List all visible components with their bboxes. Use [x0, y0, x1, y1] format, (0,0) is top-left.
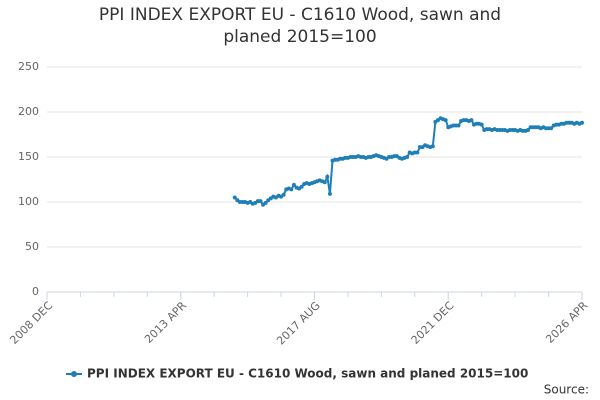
data-point: [469, 118, 474, 123]
x-tick-label: 2026 APR: [543, 299, 590, 346]
y-tick-label: 0: [32, 285, 39, 298]
data-point: [415, 150, 420, 155]
data-point: [327, 191, 332, 196]
data-point: [291, 182, 296, 187]
data-point: [525, 128, 530, 132]
data-point: [479, 122, 484, 127]
data-point: [232, 195, 237, 200]
y-tick-label: 200: [18, 105, 39, 118]
data-point: [322, 180, 327, 185]
data-point: [405, 155, 410, 159]
data-point: [258, 199, 263, 204]
legend-marker: [71, 371, 77, 377]
data-point: [580, 120, 584, 125]
legend-label: PPI INDEX EXPORT EU - C1610 Wood, sawn a…: [87, 367, 528, 381]
x-tick-label: 2021 DEC: [409, 299, 457, 347]
y-tick-label: 50: [25, 240, 39, 253]
data-point: [299, 184, 304, 189]
x-tick-label: 2013 APR: [142, 299, 189, 346]
x-tick-label: 2017 AUG: [274, 299, 323, 348]
data-point: [281, 192, 286, 197]
data-point: [549, 126, 554, 131]
y-tick-label: 250: [18, 60, 39, 73]
y-tick-label: 150: [18, 150, 39, 163]
data-point: [263, 200, 268, 205]
data-point: [443, 118, 448, 123]
x-tick-label: 2008 DEC: [7, 299, 55, 347]
source: Source:: [544, 383, 589, 397]
data-point: [456, 123, 461, 128]
y-tick-label: 100: [18, 195, 39, 208]
data-point: [289, 187, 294, 192]
data-point: [325, 174, 330, 179]
data-line: [234, 117, 583, 207]
chart-title: PPI INDEX EXPORT EU - C1610 Wood, sawn a…: [98, 5, 502, 47]
data-point: [430, 144, 435, 149]
